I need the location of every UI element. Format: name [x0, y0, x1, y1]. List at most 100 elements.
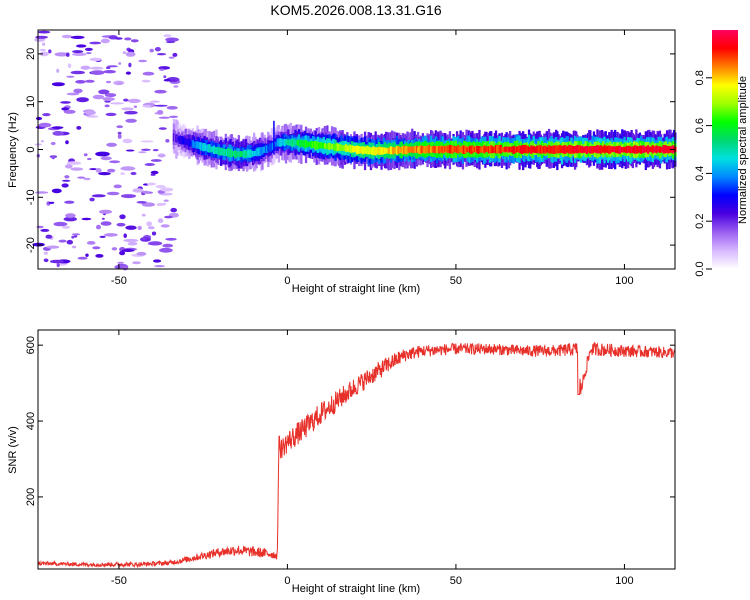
ridge-cell — [445, 147, 448, 152]
ridge-cell — [179, 136, 183, 144]
noise-blob — [122, 51, 127, 54]
ridge-cell — [323, 143, 327, 149]
ridge-cell — [661, 147, 664, 153]
ridge-cell — [660, 146, 663, 152]
ridge-cell — [479, 147, 482, 153]
ridge-cell — [342, 145, 345, 151]
ridge-cell — [647, 145, 650, 154]
ridge-cell — [560, 145, 564, 153]
ridge-cell — [208, 144, 211, 153]
ridge-cell — [615, 146, 618, 154]
noise-blob — [116, 82, 123, 85]
x-tick-label: -50 — [111, 575, 127, 587]
ridge-cell — [295, 140, 298, 146]
ridge-cell — [368, 147, 371, 155]
noise-blob — [65, 213, 76, 219]
ridge-cell — [603, 144, 606, 154]
ridge-cell — [293, 138, 296, 147]
noise-blob — [66, 239, 74, 245]
noise-blob — [128, 62, 132, 68]
noise-blob — [101, 217, 105, 220]
ridge-cell — [460, 145, 463, 153]
noise-blob — [104, 104, 110, 108]
noise-blob — [77, 176, 86, 179]
ridge-cell — [553, 145, 557, 154]
ridge-cell — [518, 145, 521, 153]
ridge-cell — [294, 139, 297, 146]
ridge-cell — [641, 146, 644, 154]
noise-blob — [119, 251, 126, 256]
ridge-cell — [339, 144, 342, 151]
ridge-cell — [542, 146, 545, 153]
ridge-cell — [328, 142, 331, 150]
noise-blob — [53, 221, 68, 227]
noise-blob — [61, 107, 70, 111]
ridge-cell — [288, 139, 291, 146]
ridge-cell — [501, 147, 505, 153]
ridge-cell — [388, 148, 391, 153]
ridge-cell — [559, 146, 562, 153]
ridge-cell — [619, 147, 623, 153]
noise-blob — [158, 116, 170, 119]
noise-blob — [142, 236, 146, 241]
ridge-cell — [237, 152, 240, 157]
ridge-cell — [202, 143, 205, 152]
ridge-cell — [310, 141, 314, 149]
ridge-cell — [452, 147, 455, 153]
ridge-cell — [473, 146, 476, 153]
ridge-cell — [406, 147, 409, 154]
ridge-cell — [499, 144, 502, 154]
ridge-cell — [229, 148, 232, 158]
noise-blob — [142, 190, 150, 194]
noise-blob — [163, 34, 172, 38]
noise-blob — [98, 209, 113, 214]
noise-blob — [37, 30, 51, 34]
ridge-cell — [314, 141, 317, 150]
noise-blob — [38, 122, 52, 128]
noise-blob — [157, 153, 166, 158]
ridge-cell — [195, 141, 198, 149]
ridge-cell — [556, 145, 559, 154]
ridge-cell — [366, 145, 369, 155]
ridge-cell — [657, 146, 660, 152]
ridge-cell — [325, 143, 328, 150]
noise-blob — [165, 237, 177, 241]
colorbar-tick-label: 0.0 — [694, 261, 706, 276]
noise-blob — [123, 233, 127, 238]
ridge-cell — [269, 143, 272, 152]
ridge-cell — [270, 144, 273, 151]
ridge-cell — [645, 146, 649, 153]
ridge-cell — [624, 146, 627, 153]
snr-frame — [37, 329, 676, 570]
ridge-cell — [190, 140, 193, 147]
ridge-cell — [658, 146, 662, 153]
noise-blob — [136, 201, 147, 204]
ridge-cell — [301, 140, 304, 148]
noise-blob — [96, 224, 101, 230]
noise-blob — [168, 56, 175, 59]
ridge-cell — [579, 146, 583, 152]
y-tick-label: 400 — [25, 412, 37, 430]
noise-blob — [92, 246, 101, 250]
colorbar-label: Normalized spectral amplitude — [737, 76, 749, 224]
ridge-cell — [487, 146, 491, 154]
ridge-cell — [411, 146, 414, 153]
ridge-cell — [218, 148, 222, 155]
ridge-cell — [497, 144, 500, 154]
noise-blob — [132, 188, 144, 193]
ridge-cell — [631, 146, 634, 153]
snr-y-label: SNR (v/v) — [7, 426, 19, 474]
spectrogram-x-ticks: -50 0 50 100 — [111, 30, 634, 287]
ridge-cell — [402, 145, 406, 154]
noise-blob — [150, 159, 162, 162]
noise-blob — [102, 97, 115, 101]
ridge-cell — [184, 138, 187, 145]
noise-blob — [153, 265, 166, 268]
ridge-cell — [257, 148, 260, 155]
ridge-cell — [537, 146, 540, 153]
noise-blob — [114, 37, 123, 40]
ridge-cell — [191, 139, 194, 148]
ridge-cell — [627, 147, 630, 153]
ridge-cell — [597, 145, 600, 154]
ridge-cell — [562, 146, 565, 154]
